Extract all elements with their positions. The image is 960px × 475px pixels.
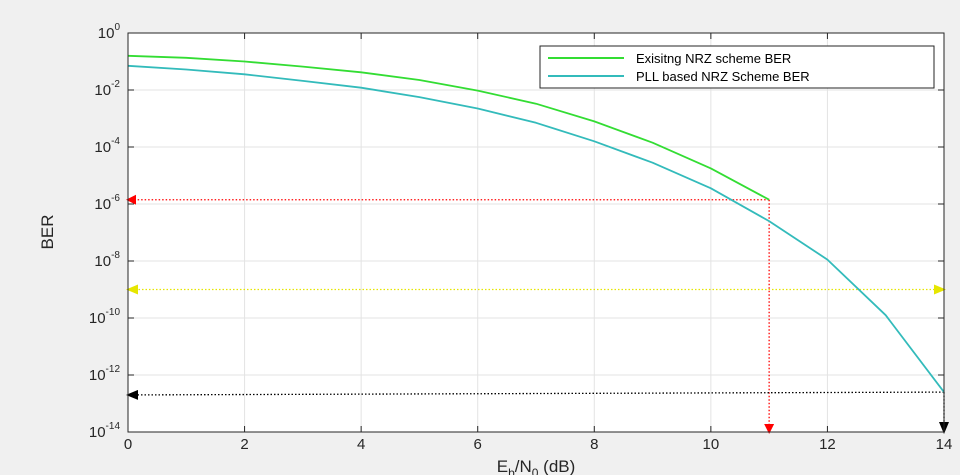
- x-tick-label: 12: [819, 436, 836, 453]
- y-axis-label: BER: [38, 215, 57, 250]
- legend: Exisitng NRZ scheme BER PLL based NRZ Sc…: [540, 46, 934, 88]
- y-tick-label: 10-4: [94, 136, 120, 156]
- y-tick-label: 10-10: [89, 307, 121, 327]
- legend-label-existing: Exisitng NRZ scheme BER: [636, 51, 791, 66]
- y-tick-label: 100: [98, 22, 121, 42]
- x-tick-label: 4: [357, 436, 365, 453]
- x-tick-label: 2: [240, 436, 248, 453]
- y-tick-label: 10-12: [89, 364, 121, 384]
- x-tick-label: 14: [936, 436, 953, 453]
- x-axis-label: Eb/N0 (dB): [497, 457, 576, 475]
- x-tick-label: 0: [124, 436, 132, 453]
- x-tick-labels: 0 2 4 6 8 10 12 14: [124, 436, 953, 453]
- x-tick-label: 10: [703, 436, 720, 453]
- x-tick-label: 8: [590, 436, 598, 453]
- y-tick-label: 10-14: [89, 421, 121, 441]
- y-tick-label: 10-6: [94, 193, 120, 213]
- y-tick-label: 10-8: [94, 250, 120, 270]
- y-tick-labels: 100 10-2 10-4 10-6 10-8 10-10 10-12 10-14: [89, 22, 121, 441]
- plot-area: [128, 33, 944, 432]
- y-tick-label: 10-2: [94, 79, 120, 99]
- x-tick-label: 6: [474, 436, 482, 453]
- legend-label-pll: PLL based NRZ Scheme BER: [636, 69, 810, 84]
